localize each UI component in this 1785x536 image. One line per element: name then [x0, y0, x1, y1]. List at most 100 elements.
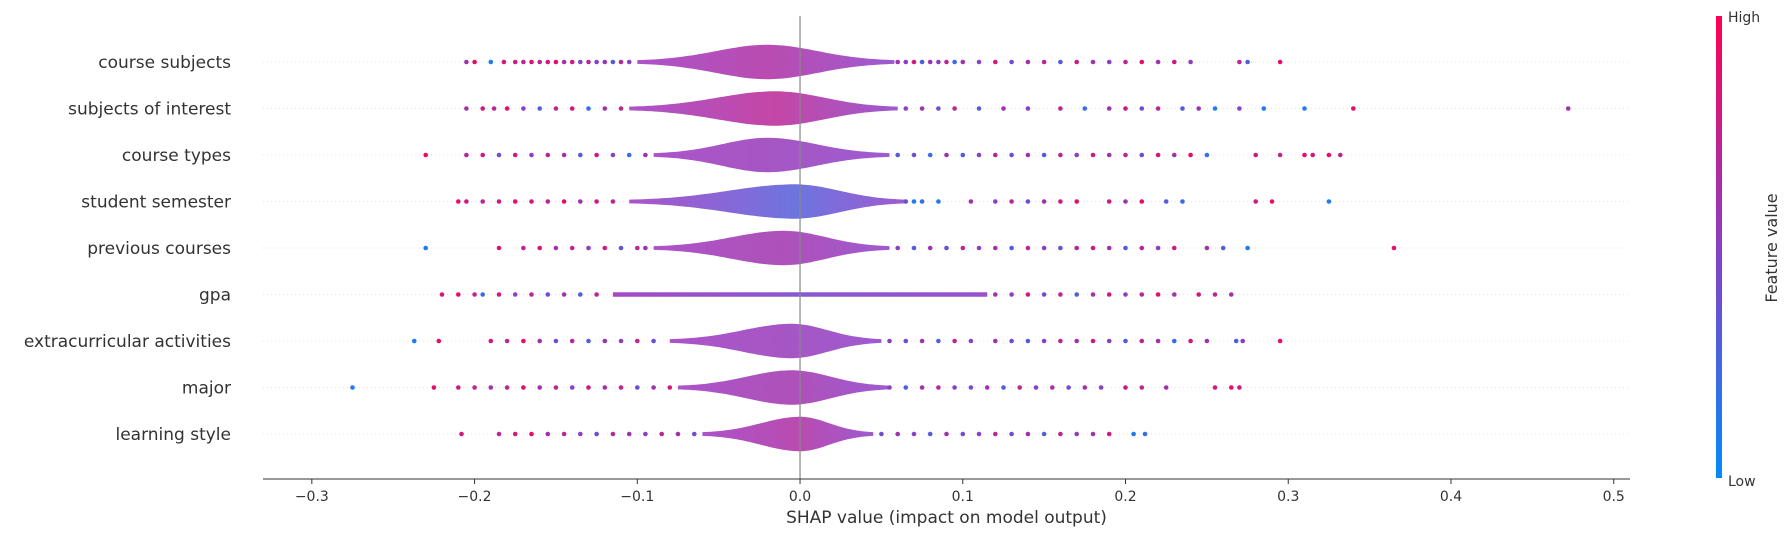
shap-point	[927, 431, 933, 437]
shap-point	[1302, 106, 1307, 111]
shap-point	[1106, 431, 1112, 437]
shap-point	[1188, 152, 1193, 158]
shap-point	[984, 385, 990, 390]
shap-point	[480, 106, 486, 111]
shap-point	[1025, 106, 1031, 111]
shap-point	[1074, 292, 1079, 297]
shap-point	[521, 106, 526, 111]
shap-point	[1391, 245, 1397, 251]
shap-point	[626, 431, 632, 437]
x-axis-title: SHAP value (impact on model output)	[786, 508, 1107, 528]
feature-label: learning style	[115, 425, 231, 445]
colorbar-gradient	[1716, 16, 1722, 478]
shap-point	[976, 431, 982, 437]
shap-point	[456, 385, 461, 390]
shap-point	[545, 152, 551, 158]
feature-rows: course subjects subjects of interest cours…	[24, 44, 1630, 452]
feature-row: course types	[122, 137, 1630, 173]
shap-point	[993, 59, 998, 65]
violin-shape	[637, 44, 895, 80]
shap-point	[936, 106, 941, 111]
shap-point	[439, 292, 445, 297]
shap-point	[879, 431, 884, 437]
shap-point	[1041, 199, 1047, 204]
shap-point	[1090, 292, 1096, 297]
shap-point	[1058, 106, 1063, 111]
shap-point	[496, 152, 502, 158]
shap-point	[529, 59, 534, 65]
shap-point	[1041, 292, 1047, 297]
shap-point	[675, 431, 681, 437]
shap-point	[1066, 385, 1071, 390]
shap-point	[1163, 199, 1169, 204]
shap-point	[1058, 59, 1063, 65]
shap-point	[1106, 106, 1112, 111]
shap-point	[586, 106, 591, 111]
shap-point	[626, 59, 632, 65]
shap-point	[1172, 59, 1177, 65]
shap-point	[887, 385, 892, 390]
feature-label: course types	[122, 146, 231, 166]
shap-point	[594, 431, 599, 437]
shap-point	[1155, 338, 1161, 344]
shap-point	[521, 338, 526, 344]
shap-point	[586, 338, 591, 344]
shap-point	[1237, 59, 1242, 65]
shap-point	[501, 59, 507, 65]
shap-point	[976, 245, 982, 251]
shap-point	[911, 431, 917, 437]
colorbar-low-label: Low	[1728, 474, 1756, 490]
shap-point	[1009, 431, 1014, 437]
shap-point	[610, 199, 616, 204]
feature-row: course subjects	[98, 44, 1630, 80]
shap-point	[578, 152, 583, 158]
shap-point	[887, 338, 892, 344]
shap-point	[1155, 152, 1161, 158]
x-tick-label: 0.1	[952, 489, 974, 505]
shap-point	[1237, 106, 1242, 111]
shap-point	[960, 431, 966, 437]
shap-point	[456, 199, 461, 204]
shap-point	[1001, 106, 1006, 111]
shap-point	[903, 199, 909, 204]
shap-point	[1261, 106, 1267, 111]
shap-point	[659, 431, 664, 437]
shap-point	[1172, 245, 1177, 251]
feature-label: course subjects	[98, 53, 231, 73]
shap-point	[529, 431, 534, 437]
x-tick-label: 0.3	[1277, 489, 1299, 505]
shap-point	[903, 385, 909, 390]
feature-row: gpa	[199, 286, 1630, 306]
shap-point	[464, 199, 469, 204]
shap-point	[952, 106, 957, 111]
shap-point	[919, 338, 925, 344]
shap-point	[1172, 338, 1177, 344]
shap-point	[1180, 199, 1185, 204]
shap-point	[1058, 292, 1063, 297]
shap-point	[1041, 59, 1047, 65]
shap-point	[1090, 338, 1096, 344]
shap-point	[1074, 245, 1079, 251]
shap-point	[561, 59, 567, 65]
shap-point	[936, 385, 941, 390]
shap-point	[602, 385, 608, 390]
shap-point	[1180, 106, 1185, 111]
shap-point	[569, 338, 575, 344]
shap-point	[911, 245, 917, 251]
shap-point	[1058, 245, 1063, 251]
shap-point	[903, 106, 909, 111]
shap-point	[919, 59, 925, 65]
shap-point	[1196, 292, 1201, 297]
shap-point	[1269, 199, 1275, 204]
shap-point	[968, 385, 974, 390]
shap-point	[1123, 385, 1128, 390]
shap-point	[1106, 152, 1112, 158]
feature-label: student semester	[81, 193, 231, 213]
shap-point	[911, 199, 917, 204]
shap-point	[1058, 152, 1063, 158]
shap-point	[1245, 245, 1250, 251]
shap-point	[618, 385, 624, 390]
feature-row: previous courses	[87, 230, 1630, 266]
shap-point	[512, 292, 518, 297]
